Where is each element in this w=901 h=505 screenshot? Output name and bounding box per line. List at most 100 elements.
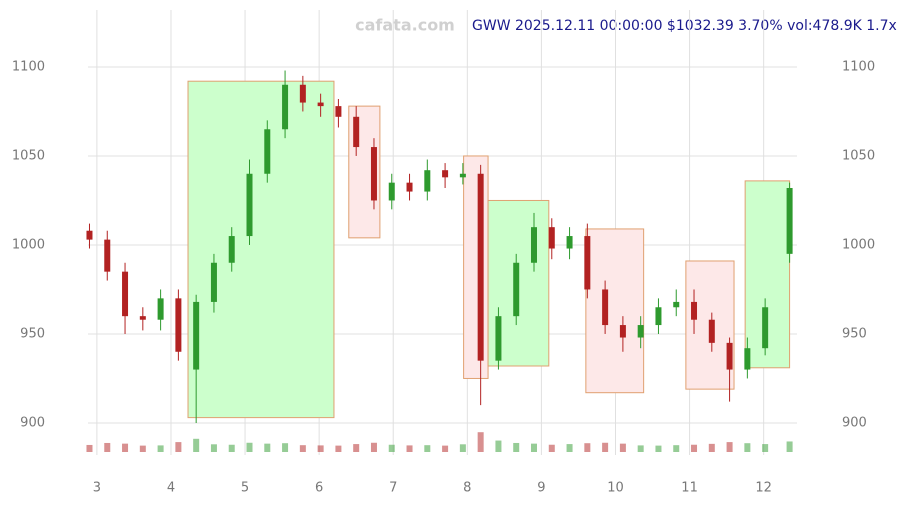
- volume-bar: [619, 443, 626, 452]
- y-tick-label-right: 900: [842, 415, 867, 430]
- candle-body: [637, 325, 644, 338]
- volume-bar: [726, 442, 733, 452]
- volume-bar: [228, 444, 235, 452]
- zone: [187, 80, 335, 419]
- candle-body: [726, 342, 733, 370]
- volume-bar: [655, 445, 662, 452]
- y-tick-label: 1100: [12, 59, 45, 74]
- volume-bar: [104, 442, 111, 452]
- candle-body: [708, 319, 715, 343]
- candle-body: [495, 316, 502, 361]
- x-tick-label: 9: [537, 481, 545, 496]
- y-tick-label-right: 1000: [842, 237, 875, 252]
- volume-bar: [708, 443, 715, 452]
- x-tick-label: 11: [681, 481, 698, 496]
- candle-body: [619, 325, 626, 338]
- volume-bar: [424, 445, 431, 452]
- candle-body: [762, 307, 769, 349]
- candle-body: [744, 348, 751, 370]
- y-tick-label: 1050: [12, 148, 45, 163]
- volume-bar: [370, 442, 377, 452]
- candle-body: [370, 147, 377, 201]
- volume-bar: [744, 443, 751, 452]
- x-tick-label: 8: [463, 481, 471, 496]
- candle-body: [602, 289, 609, 326]
- volume-bar: [246, 442, 253, 452]
- volume-bar: [459, 444, 466, 452]
- candle-body: [548, 227, 555, 249]
- y-tick-label: 950: [20, 326, 45, 341]
- candle-body: [335, 106, 342, 117]
- volume-bar: [637, 445, 644, 452]
- volume-bar: [406, 445, 413, 452]
- candle-body: [353, 116, 360, 148]
- candle-body: [673, 301, 680, 308]
- candle-body: [406, 182, 413, 192]
- candle-body: [282, 84, 289, 130]
- volume-bar: [335, 445, 342, 452]
- x-tick-label: 6: [315, 481, 323, 496]
- candle-body: [566, 236, 573, 249]
- candle-body: [584, 236, 591, 290]
- candle-body: [786, 188, 793, 254]
- candle-body: [139, 316, 146, 320]
- candle-body: [157, 298, 164, 320]
- candle-body: [477, 173, 484, 361]
- volume-bar: [691, 444, 698, 452]
- candle-body: [442, 170, 449, 178]
- candle-body: [122, 271, 129, 317]
- watermark: cafata.com: [355, 16, 455, 35]
- volume-bar: [584, 443, 591, 452]
- candle-body: [299, 84, 306, 103]
- volume-bar: [388, 444, 395, 452]
- candle-body: [86, 230, 93, 240]
- volume-bar: [495, 440, 502, 452]
- x-tick-label: 12: [755, 481, 772, 496]
- volume-bar: [210, 444, 217, 452]
- volume-bar: [157, 445, 164, 452]
- volume-bar: [786, 441, 793, 452]
- volume-bar: [282, 443, 289, 452]
- candle-body: [388, 182, 395, 201]
- volume-bar: [548, 444, 555, 452]
- candle-body: [459, 173, 466, 178]
- y-tick-label-right: 1050: [842, 148, 875, 163]
- volume-bar: [317, 445, 324, 452]
- volume-bar: [442, 445, 449, 452]
- candle-body: [317, 102, 324, 107]
- y-tick-label: 900: [20, 415, 45, 430]
- candle-body: [104, 239, 111, 272]
- volume-bar: [122, 443, 129, 452]
- candle-body: [246, 173, 253, 237]
- volume-bar: [86, 444, 93, 452]
- candle-body: [691, 301, 698, 320]
- volume-bar: [353, 444, 360, 452]
- y-tick-label-right: 1100: [842, 59, 875, 74]
- volume-bar: [513, 442, 520, 452]
- x-tick-label: 5: [241, 481, 249, 496]
- x-tick-label: 7: [389, 481, 397, 496]
- zone: [585, 228, 645, 394]
- candle-body: [175, 298, 182, 352]
- candle-body: [193, 301, 200, 370]
- candle-body: [264, 129, 271, 174]
- volume-bar: [299, 445, 306, 452]
- volume-bar: [139, 445, 146, 452]
- candle-body: [424, 170, 431, 192]
- volume-bar: [193, 438, 200, 452]
- candle-body: [210, 262, 217, 302]
- volume-bar: [673, 445, 680, 452]
- chart-title: GWW 2025.12.11 00:00:00 $1032.39 3.70% v…: [472, 18, 897, 34]
- volume-bar: [762, 444, 769, 452]
- candle-body: [513, 262, 520, 317]
- candle-body: [655, 307, 662, 326]
- y-tick-label: 1000: [12, 237, 45, 252]
- volume-bar: [530, 443, 537, 452]
- x-tick-label: 10: [607, 481, 624, 496]
- volume-bar: [477, 432, 484, 452]
- volume-bar: [175, 442, 182, 452]
- x-tick-label: 4: [167, 481, 175, 496]
- candle-body: [228, 236, 235, 263]
- y-tick-label-right: 950: [842, 326, 867, 341]
